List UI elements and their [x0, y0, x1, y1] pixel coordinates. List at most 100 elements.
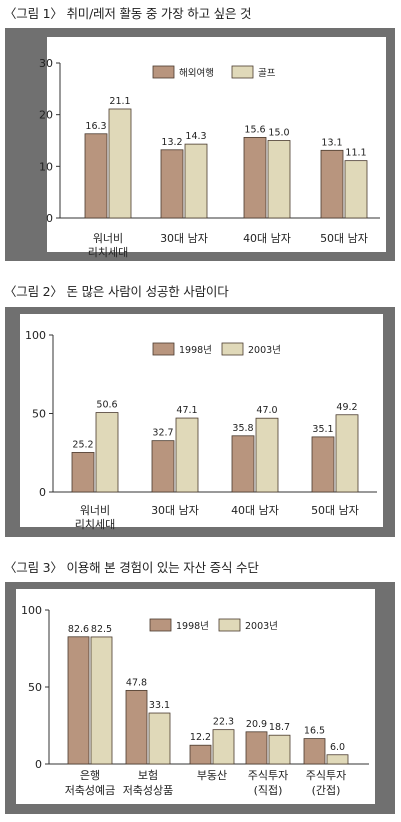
figure-1-bar-value-label: 14.3	[185, 131, 206, 142]
figure-2-category-label: 리치세대	[75, 518, 115, 531]
figure-3-category-label: (간접)	[312, 784, 341, 797]
figure-2-bar-2	[335, 414, 359, 493]
figure-1-bar-2	[344, 160, 368, 219]
figure-1-bar-value-label: 16.3	[85, 121, 106, 132]
figure-2-panel: 0 50 100 25.2 50.6 워너비 리치세대 32.7 47.1 30대 남자 35.8 4…	[5, 307, 395, 537]
figure-2-legend-label-2: 2003년	[248, 345, 281, 356]
figure-3-y-tick-label: 0	[35, 758, 42, 771]
figure-3-bar-value-label: 33.1	[149, 700, 170, 711]
figure-3-bar-2	[90, 636, 113, 765]
figure-2-category-label: 50대 남자	[311, 504, 359, 517]
figure-3-bar-1	[67, 636, 90, 765]
figure-2-bar-value-label: 32.7	[152, 428, 173, 439]
figure-3-legend-swatch-1	[149, 618, 172, 632]
figure-2-category-label: 30대 남자	[151, 504, 199, 517]
figure-1-y-tick-label: 30	[39, 57, 53, 70]
figure-1-bar-2	[267, 140, 291, 219]
figure-2-bar-2	[175, 417, 199, 493]
figure-3-legend-label-1: 1998년	[176, 621, 209, 632]
figure-1-bar-value-label: 11.1	[345, 148, 366, 159]
figure-2-bar-value-label: 35.1	[312, 424, 333, 435]
figure-3-bar-value-label: 16.5	[304, 726, 325, 737]
figure-3-category-label: (직접)	[254, 784, 283, 797]
figure-2-bar-1	[151, 440, 175, 493]
figure-3-title: 〈그림 3〉 이용해 본 경험이 있는 자산 증식 수단	[4, 560, 259, 575]
figure-1-panel: 0 10 20 30 16.3 21.1 워너비 리치세대 13.2 14.3 30대 남자 15.6…	[5, 28, 395, 261]
figure-1-bar-value-label: 13.1	[321, 137, 342, 148]
figure-1-bar-2	[184, 143, 208, 219]
figure-1-bar-1	[84, 133, 108, 219]
figure-1-legend-swatch-2	[231, 65, 254, 79]
figure-3-bar-value-label: 6.0	[330, 742, 345, 753]
figure-3-bar-2	[268, 734, 291, 765]
figure-3-bar-value-label: 22.3	[213, 717, 234, 728]
figure-1-bar-1	[160, 149, 184, 219]
figure-1-bar-2	[108, 108, 132, 219]
figure-1-category-label: 워너비	[93, 232, 123, 245]
figure-2-y-tick-label: 50	[32, 408, 46, 421]
figure-1-legend-label-1: 해외여행	[179, 67, 214, 79]
figure-1-bar-value-label: 15.0	[268, 128, 289, 139]
figure-1-y-tick-label: 20	[39, 109, 53, 122]
figure-2-legend-swatch-2	[221, 342, 244, 356]
figure-1-legend-label-2: 골프	[258, 68, 276, 79]
figure-1-category-label: 리치세대	[88, 246, 128, 259]
figure-2-y-tick-label: 0	[39, 486, 46, 499]
figure-1-bar-1	[243, 137, 267, 219]
figure-2-bar-value-label: 50.6	[96, 400, 117, 411]
figure-3-legend-label-2: 2003년	[245, 621, 278, 632]
figure-1-category-label: 30대 남자	[160, 232, 208, 245]
figure-2-bar-value-label: 47.0	[256, 405, 277, 416]
figure-2-category-label: 40대 남자	[231, 504, 279, 517]
figure-2-bar-1	[71, 452, 95, 493]
figure-3-bar-2	[212, 729, 235, 765]
figure-3-category-label: 주식투자	[248, 769, 288, 782]
figure-3-bar-2	[148, 712, 171, 765]
figure-3-y-tick-label: 100	[21, 604, 42, 617]
figure-2-y-tick-label: 100	[25, 329, 46, 342]
figure-3-category-label: 부동산	[197, 769, 227, 782]
figure-2-bar-value-label: 25.2	[72, 439, 93, 450]
figure-3-bar-value-label: 82.6	[68, 624, 89, 635]
figure-3-bar-1	[245, 731, 268, 765]
figure-3-bar-2	[326, 754, 349, 765]
figure-3-legend-swatch-2	[218, 618, 241, 632]
figure-2-bar-2	[255, 417, 279, 493]
figure-2-bar-value-label: 49.2	[336, 402, 357, 413]
figure-1-y-tick-label: 10	[39, 160, 53, 173]
figure-1-bar-value-label: 15.6	[244, 124, 265, 135]
figure-3-y-tick-label: 50	[28, 681, 42, 694]
figure-2-category-label: 워너비	[80, 504, 110, 517]
figure-3-bar-value-label: 20.9	[246, 719, 267, 730]
figure-3-bar-value-label: 18.7	[269, 722, 290, 733]
figure-2-bar-value-label: 47.1	[176, 405, 197, 416]
figure-1-category-label: 50대 남자	[320, 232, 368, 245]
figure-3-bar-value-label: 47.8	[126, 677, 147, 688]
figure-3-bar-1	[125, 689, 148, 765]
figure-1-y-tick-label: 0	[46, 212, 53, 225]
figure-2-bar-1	[311, 436, 335, 493]
figure-1-bar-value-label: 13.2	[161, 137, 182, 148]
figure-1-title: 〈그림 1〉 취미/레저 활동 중 가장 하고 싶은 것	[4, 6, 252, 21]
figure-2-bar-2	[95, 412, 119, 493]
figure-3-category-label: 저축성예금	[65, 784, 116, 797]
figure-3-bar-value-label: 82.5	[91, 624, 112, 635]
figure-3-bar-1	[303, 738, 326, 765]
figure-3-category-label: 은행	[80, 769, 100, 782]
figure-3-bar-value-label: 12.2	[190, 732, 211, 743]
figure-3-bar-1	[189, 744, 212, 765]
figure-2-bar-1	[231, 435, 255, 493]
figure-2-legend-label-1: 1998년	[179, 345, 212, 356]
figure-3-category-label: 주식투자	[306, 769, 346, 782]
figure-1-legend-swatch-1	[152, 65, 175, 79]
figure-3-category-label: 보험	[138, 769, 158, 782]
figure-1-bar-1	[320, 149, 344, 219]
figure-3-category-label: 저축성상품	[123, 784, 174, 797]
figure-1-bar-value-label: 21.1	[109, 96, 130, 107]
figure-2-bar-value-label: 35.8	[232, 423, 253, 434]
figure-2-title: 〈그림 2〉 돈 많은 사람이 성공한 사람이다	[4, 284, 229, 299]
